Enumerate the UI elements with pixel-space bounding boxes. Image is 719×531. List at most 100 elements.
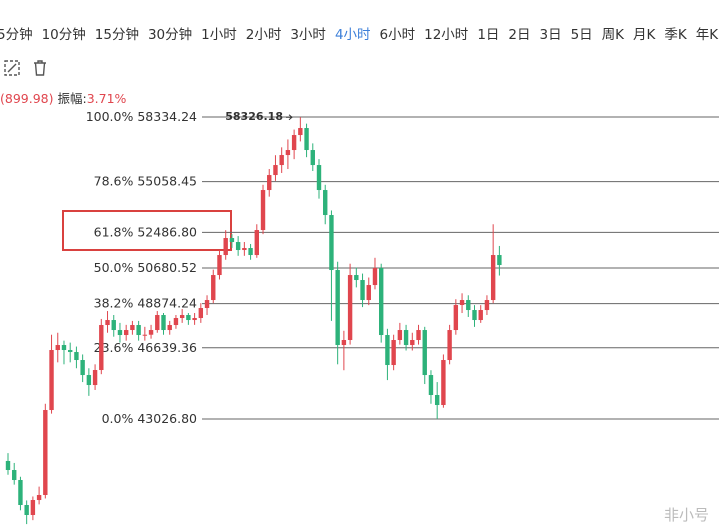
fib-price: 43026.80 bbox=[137, 411, 197, 426]
candle-body bbox=[360, 280, 365, 301]
candle-body bbox=[335, 270, 340, 346]
candle-body bbox=[30, 500, 36, 516]
candle-body bbox=[434, 395, 440, 406]
candle-body bbox=[130, 325, 135, 331]
candle-body bbox=[329, 215, 334, 271]
candle-body bbox=[397, 330, 403, 341]
interval-tab[interactable]: 3小时 bbox=[290, 27, 326, 43]
amplitude-label: 振幅: bbox=[57, 91, 87, 106]
fib-ratio: 78.6% bbox=[94, 173, 134, 188]
candle-body bbox=[117, 330, 123, 336]
candle-body bbox=[74, 352, 79, 361]
candle-body bbox=[123, 330, 129, 336]
fib-level-label: 100.0% 58334.24 bbox=[86, 109, 197, 124]
candle-body bbox=[99, 325, 104, 371]
info-row: (899.98) 振幅:3.71% bbox=[0, 88, 126, 107]
interval-toolbar: 5分钟 10分钟 15分钟 30分钟 1小时 2小时 3小时 4小时 6小时 12小时 1日 2日 3日… bbox=[0, 23, 718, 43]
fib-ratio: 23.6% bbox=[94, 339, 134, 354]
delete-icon[interactable] bbox=[30, 58, 50, 78]
fib-ratio: 61.8% bbox=[94, 224, 134, 239]
interval-tab[interactable]: 5日 bbox=[570, 27, 593, 43]
candle-body bbox=[198, 308, 204, 319]
candle-body bbox=[372, 268, 378, 286]
max-annotation: 58326.18 bbox=[225, 110, 283, 123]
candle-body bbox=[490, 255, 496, 301]
fib-ratio: 100.0% bbox=[86, 109, 134, 124]
candle-body bbox=[447, 330, 452, 361]
candle-body bbox=[472, 310, 477, 321]
candle-body bbox=[441, 360, 446, 406]
fib-price: 46639.36 bbox=[137, 339, 197, 354]
candle-body bbox=[279, 155, 284, 166]
candle-body bbox=[391, 340, 396, 366]
highlight-box bbox=[62, 210, 232, 251]
candle-body bbox=[478, 310, 483, 321]
candle-body bbox=[211, 275, 216, 301]
candle-body bbox=[248, 248, 253, 256]
interval-tab[interactable]: 1小时 bbox=[201, 27, 237, 43]
candle-body bbox=[298, 128, 303, 136]
candle-body bbox=[323, 190, 328, 216]
interval-tab[interactable]: 2小时 bbox=[245, 27, 282, 43]
interval-tab[interactable]: 年K bbox=[695, 27, 719, 43]
candle-body bbox=[204, 300, 210, 309]
candle-body bbox=[161, 315, 166, 331]
fib-price: 52486.80 bbox=[137, 224, 197, 239]
candle-body bbox=[260, 190, 266, 231]
candle-body bbox=[273, 165, 278, 176]
candle-body bbox=[428, 375, 434, 396]
candle-body bbox=[61, 345, 67, 351]
candle-body bbox=[497, 255, 502, 266]
candle-body bbox=[316, 165, 322, 191]
interval-tab[interactable]: 季K bbox=[664, 27, 687, 43]
interval-tab[interactable]: 1日 bbox=[477, 27, 500, 43]
candle-body bbox=[186, 315, 191, 321]
candle-body bbox=[235, 242, 241, 251]
candle-body bbox=[385, 335, 390, 366]
interval-tab[interactable]: 周K bbox=[601, 27, 625, 43]
interval-tab[interactable]: 6小时 bbox=[379, 27, 416, 43]
interval-tab[interactable]: 12小时 bbox=[424, 27, 469, 43]
candle-body bbox=[68, 350, 73, 353]
interval-tab[interactable]: 4小时 bbox=[334, 27, 371, 43]
candle-body bbox=[304, 128, 309, 151]
fib-level-label: 38.2% 48874.24 bbox=[94, 295, 197, 310]
candle-body bbox=[36, 494, 42, 501]
fib-ratio: 38.2% bbox=[94, 295, 134, 310]
candle-body bbox=[453, 305, 459, 331]
fib-ratio: 50.0% bbox=[94, 260, 134, 275]
candle-body bbox=[422, 330, 427, 376]
candle-body bbox=[291, 135, 297, 151]
candle-body bbox=[217, 255, 222, 276]
fib-level-label: 61.8% 52486.80 bbox=[94, 224, 197, 239]
interval-tab[interactable]: 30分钟 bbox=[147, 27, 193, 43]
interval-tab[interactable]: 3日 bbox=[539, 27, 562, 43]
interval-tab[interactable]: 2日 bbox=[508, 27, 531, 43]
interval-tab[interactable]: 15分钟 bbox=[94, 27, 139, 43]
candle-body bbox=[403, 330, 409, 346]
interval-tab[interactable]: 5分钟 bbox=[0, 27, 33, 43]
candle-body bbox=[484, 300, 490, 311]
candle-body bbox=[379, 268, 384, 336]
candle-body bbox=[341, 340, 347, 346]
candle-body bbox=[179, 315, 185, 319]
candle-body bbox=[223, 238, 228, 256]
candle-body bbox=[148, 330, 154, 335]
candle-body bbox=[86, 375, 92, 386]
candle-body bbox=[347, 275, 353, 341]
candle-body bbox=[410, 340, 415, 346]
candle-body bbox=[366, 285, 371, 301]
interval-tab[interactable]: 月K bbox=[633, 27, 656, 43]
candle-body bbox=[136, 325, 141, 336]
fib-price: 55058.45 bbox=[137, 173, 197, 188]
candle-body bbox=[24, 505, 29, 516]
interval-tab[interactable]: 10分钟 bbox=[41, 27, 86, 43]
candle-body bbox=[242, 248, 247, 251]
watermark: 非小号 bbox=[663, 506, 709, 524]
fib-level-label: 50.0% 50680.52 bbox=[94, 260, 197, 275]
candle-body bbox=[254, 230, 259, 256]
fib-price: 58334.24 bbox=[137, 109, 197, 124]
candle-body bbox=[354, 275, 359, 281]
candle-body bbox=[55, 345, 60, 351]
draw-tool-icon[interactable] bbox=[2, 58, 26, 78]
